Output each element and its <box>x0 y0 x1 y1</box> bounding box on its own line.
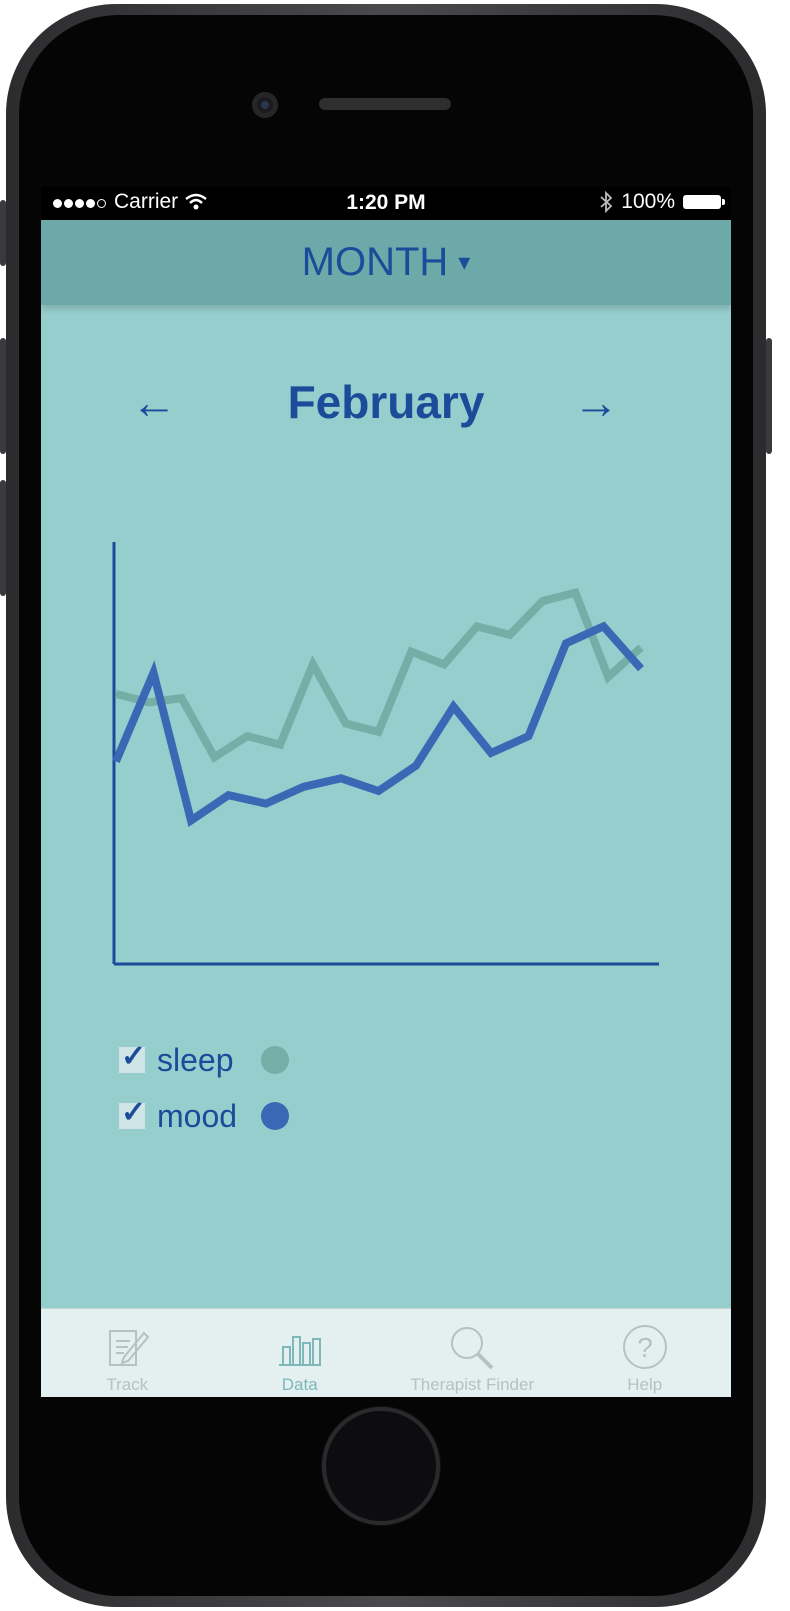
app-screen: Carrier 1:20 PM 100% MONTH ▾ ← February … <box>41 187 731 1397</box>
tab-label-data: Data <box>281 1375 318 1394</box>
home-button[interactable] <box>326 1411 436 1521</box>
mute-switch <box>0 200 6 266</box>
status-bar: Carrier 1:20 PM 100% <box>41 187 731 220</box>
volume-down-button <box>0 480 6 596</box>
pencil-note-icon <box>109 1330 150 1366</box>
line-chart <box>112 542 659 966</box>
header-bar: MONTH ▾ <box>41 220 731 305</box>
question-circle-icon: ? <box>622 1325 667 1369</box>
status-right: 100% <box>599 190 725 214</box>
tab-therapist-finder[interactable]: Therapist Finder <box>386 1309 559 1397</box>
magnifier-icon <box>451 1327 494 1370</box>
tab-help[interactable]: ? Help <box>559 1309 732 1397</box>
mood-checkbox[interactable]: ✓ <box>119 1096 146 1129</box>
battery-icon <box>683 195 725 209</box>
signal-dots-icon <box>53 190 108 214</box>
tab-label-help: Help <box>627 1375 663 1394</box>
period-selector[interactable]: MONTH ▾ <box>302 240 471 285</box>
prev-month-arrow-icon[interactable]: ← <box>131 376 177 428</box>
month-title: February <box>287 376 485 428</box>
carrier-label: Carrier <box>114 190 179 213</box>
caret-down-icon: ▾ <box>458 249 471 276</box>
checkmark-icon: ✓ <box>121 1040 147 1073</box>
period-selector-label: MONTH <box>301 240 449 284</box>
status-time: 1:20 PM <box>346 191 426 214</box>
svg-text:?: ? <box>637 1332 653 1363</box>
tab-label-therapist-finder: Therapist Finder <box>410 1375 535 1394</box>
front-camera <box>252 92 278 118</box>
tab-track[interactable]: Track <box>41 1309 214 1397</box>
sleep-checkbox[interactable]: ✓ <box>119 1040 146 1073</box>
bar-chart-icon <box>278 1336 321 1366</box>
mood-series-line <box>112 621 644 827</box>
volume-up-button <box>0 338 6 454</box>
bluetooth-icon <box>600 191 613 213</box>
power-button <box>766 338 772 454</box>
wifi-icon <box>185 193 207 210</box>
month-navigator: ← February → <box>41 372 731 432</box>
legend-label-mood: mood <box>157 1097 238 1134</box>
sleep-series-line <box>114 587 644 763</box>
legend-dot-sleep <box>261 1046 289 1074</box>
status-left: Carrier <box>53 190 208 214</box>
tab-bar: Track Data Therapist Finder ? <box>41 1308 731 1397</box>
series-layer <box>112 587 644 827</box>
tab-label-track: Track <box>106 1375 149 1394</box>
next-month-arrow-icon[interactable]: → <box>573 376 619 428</box>
chart-legend: ✓ sleep ✓ mood <box>119 1032 289 1144</box>
earpiece-speaker <box>319 98 451 110</box>
legend-item-sleep[interactable]: ✓ sleep <box>119 1032 289 1088</box>
legend-item-mood[interactable]: ✓ mood <box>119 1088 289 1144</box>
battery-percent: 100% <box>621 190 675 213</box>
tab-data[interactable]: Data <box>214 1309 387 1397</box>
legend-label-sleep: sleep <box>157 1041 234 1078</box>
checkmark-icon: ✓ <box>121 1096 147 1129</box>
legend-dot-mood <box>261 1102 289 1130</box>
